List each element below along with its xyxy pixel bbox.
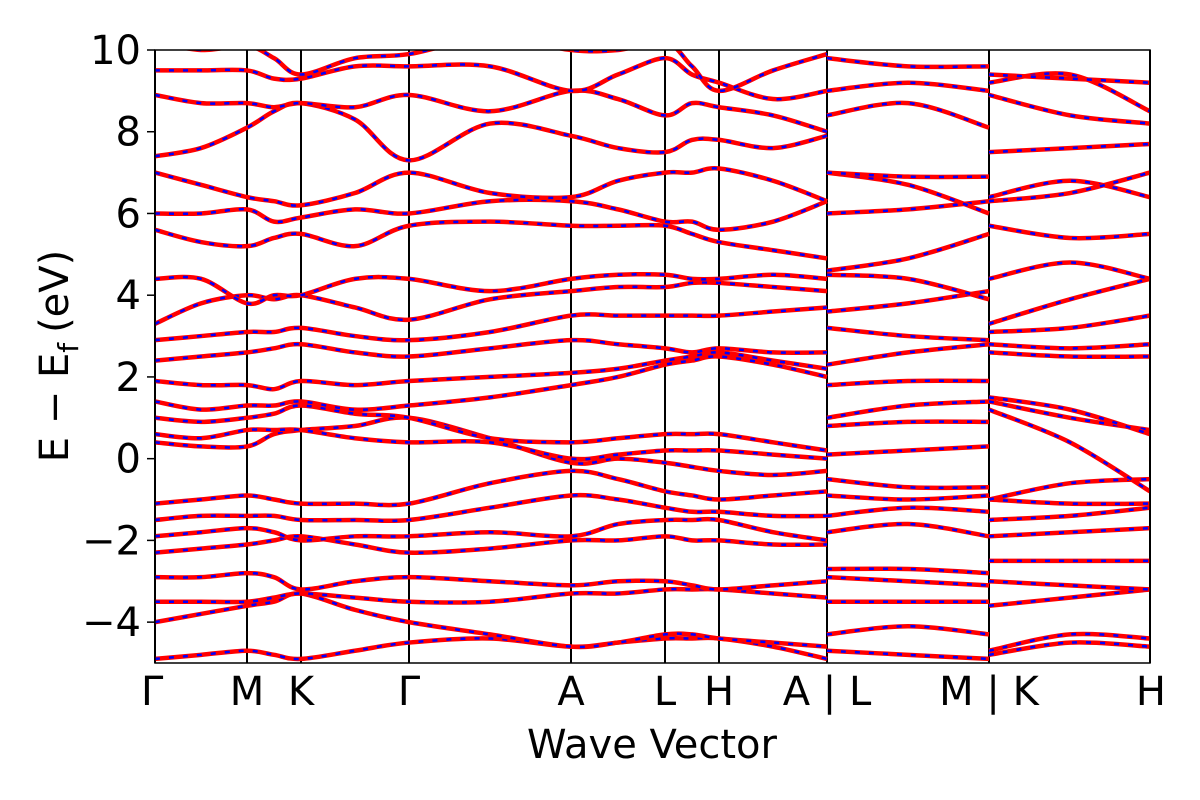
- x-tick-label: H: [1136, 669, 1166, 715]
- x-tick-label: H: [704, 669, 734, 715]
- y-axis-label-subscript: f: [52, 342, 85, 353]
- band-line-overlay: [155, 351, 1150, 391]
- band-line-overlay: [155, 592, 1150, 657]
- band-line-overlay: [189, 50, 1150, 93]
- x-tick-label: M: [230, 669, 265, 715]
- y-tick-label: 2: [116, 355, 141, 401]
- band-line: [155, 305, 1150, 343]
- x-tick-label: A | L: [783, 669, 872, 715]
- band-line-overlay: [155, 587, 1150, 608]
- y-tick-label: 4: [116, 273, 141, 319]
- x-axis-label: Wave Vector: [527, 722, 778, 768]
- band-line: [155, 219, 1150, 273]
- band-line-overlay: [155, 493, 1150, 523]
- x-tick-label: K: [288, 669, 316, 715]
- band-line-overlay: [155, 179, 1150, 232]
- x-tick-label: Γ: [141, 669, 164, 715]
- band-line-overlay: [155, 261, 1150, 306]
- y-tick-label: 0: [116, 437, 141, 483]
- band-line: [155, 399, 1150, 453]
- y-axis-label: E − Ef (eV): [32, 250, 85, 463]
- band-line-overlay: [155, 338, 1150, 366]
- plot-frame: [154, 49, 1151, 664]
- band-line-overlay: [155, 56, 1150, 113]
- band-line-overlay: [155, 469, 1150, 507]
- band-line-overlay: [155, 408, 1150, 493]
- band-line-overlay: [155, 306, 1150, 342]
- band-line: [155, 354, 1150, 437]
- y-tick-label: 6: [116, 191, 141, 237]
- x-tick-label: M | K: [939, 669, 1040, 715]
- band-line-overlay: [155, 355, 1150, 436]
- y-tick-label: 10: [90, 28, 141, 74]
- band-line-overlay: [155, 220, 1150, 272]
- band-line: [155, 166, 1150, 216]
- grid-layer: [154, 50, 1151, 663]
- band-line-overlay: [155, 534, 1150, 575]
- band-line-overlay: [155, 517, 1150, 542]
- y-tick-label: −4: [82, 600, 141, 646]
- band-line-overlay: [155, 101, 1150, 179]
- band-line-overlay: [155, 571, 1150, 591]
- y-axis-label-main: E − E: [32, 353, 78, 463]
- band-line-overlay: [155, 400, 1150, 452]
- band-line: [155, 407, 1150, 494]
- x-tick-label: Γ: [398, 669, 421, 715]
- bands-layer: [155, 50, 1150, 662]
- y-tick-label: −2: [82, 518, 141, 564]
- x-tick-label: A: [557, 669, 585, 715]
- y-axis-label-unit: (eV): [32, 250, 78, 333]
- band-line: [155, 350, 1150, 392]
- band-line-overlay: [155, 89, 1150, 133]
- band-line: [155, 570, 1150, 592]
- y-tick-label: 8: [116, 110, 141, 156]
- band-line-overlay: [155, 632, 1150, 661]
- x-tick-label: L: [654, 669, 677, 715]
